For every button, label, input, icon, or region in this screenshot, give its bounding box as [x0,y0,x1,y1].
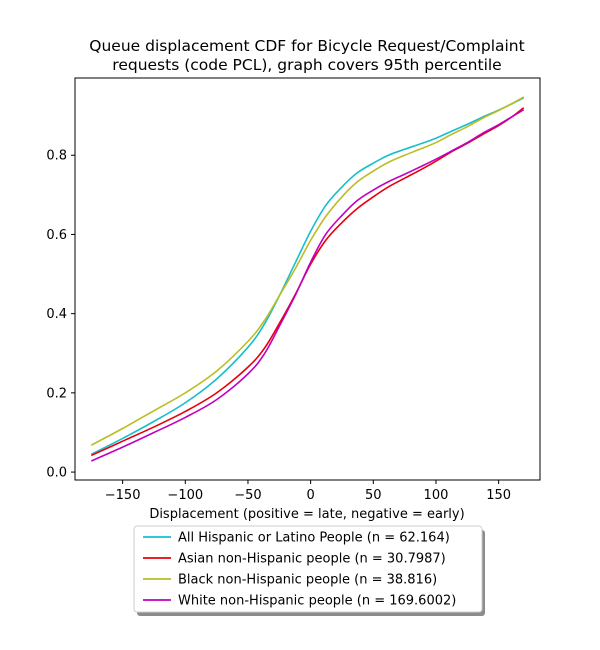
x-tick-label: −50 [234,488,261,503]
chart-title-line-1: Queue displacement CDF for Bicycle Reque… [89,37,524,55]
series-line-2 [90,96,525,446]
chart-title-line-2: requests (code PCL), graph covers 95th p… [112,56,501,74]
legend-box [133,525,483,613]
x-tick-label: −100 [167,488,203,503]
legend-items: All Hispanic or Latino People (n = 62.16… [143,531,456,609]
plot-frame [74,77,541,481]
x-tick-label: 100 [424,488,449,503]
series-line-3 [90,108,525,462]
legend: All Hispanic or Latino People (n = 62.16… [133,525,485,616]
y-tick-label: 0.0 [46,466,67,481]
series-line-1 [90,107,525,457]
x-tick-label: −150 [105,488,141,503]
y-tick-label: 0.4 [46,307,67,322]
legend-label-3: White non-Hispanic people (n = 169.6002) [178,594,456,609]
x-tick-label: 150 [486,488,511,503]
x-axis: −150 −100 −50 0 50 100 150 [105,480,511,503]
series-line-0 [90,97,525,455]
legend-label-2: Black non-Hispanic people (n = 38.816) [178,573,437,588]
legend-label-1: Asian non-Hispanic people (n = 30.7987) [178,552,446,567]
x-tick-label: 50 [365,488,382,503]
y-tick-label: 0.6 [46,228,67,243]
series-layer [90,96,525,462]
x-axis-label: Displacement (positive = late, negative … [149,507,464,522]
y-axis: 0.0 0.2 0.4 0.6 0.8 [46,149,75,481]
y-tick-label: 0.2 [46,386,67,401]
y-tick-label: 0.8 [46,149,67,164]
legend-label-0: All Hispanic or Latino People (n = 62.16… [178,531,450,546]
x-tick-label: 0 [306,488,314,503]
